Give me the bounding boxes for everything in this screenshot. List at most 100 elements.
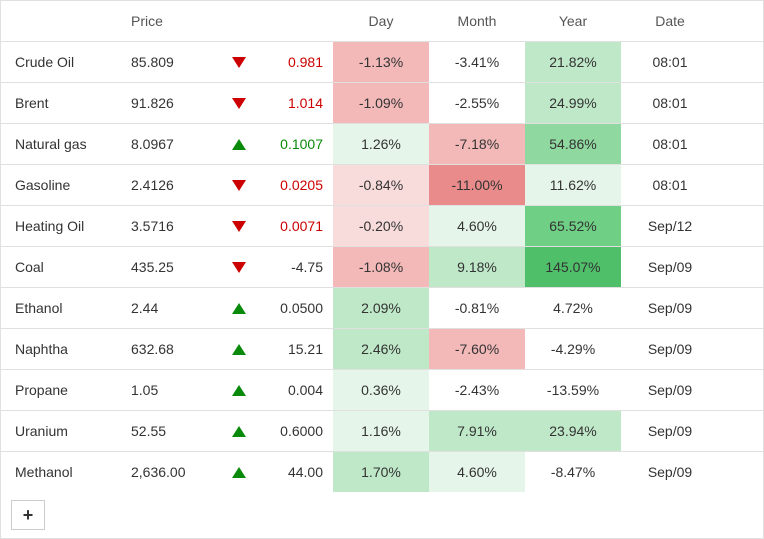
- table-row: Naphtha632.6815.212.46%-7.60%-4.29%Sep/0…: [1, 329, 763, 370]
- year-pct: -8.47%: [525, 452, 621, 492]
- change-value: 44.00: [261, 452, 333, 492]
- price-value: 3.5716: [123, 206, 217, 246]
- table-row: Uranium52.550.60001.16%7.91%23.94%Sep/09: [1, 411, 763, 452]
- date-value: Sep/09: [621, 411, 719, 451]
- table-row: Brent91.8261.014-1.09%-2.55%24.99%08:01: [1, 83, 763, 124]
- month-pct: -2.43%: [429, 370, 525, 410]
- commodity-name[interactable]: Ethanol: [1, 288, 123, 328]
- date-value: 08:01: [621, 42, 719, 82]
- change-value: 1.014: [261, 83, 333, 123]
- change-value: 15.21: [261, 329, 333, 369]
- year-pct: 4.72%: [525, 288, 621, 328]
- triangle-up-icon: [232, 385, 246, 396]
- month-pct: -7.60%: [429, 329, 525, 369]
- table-row: Coal435.25 -4.75-1.08%9.18%145.07%Sep/09: [1, 247, 763, 288]
- change-value: 0.004: [261, 370, 333, 410]
- date-value: 08:01: [621, 124, 719, 164]
- month-pct: -11.00%: [429, 165, 525, 205]
- day-pct: 2.46%: [333, 329, 429, 369]
- header-price[interactable]: Price: [123, 1, 217, 41]
- commodity-name[interactable]: Crude Oil: [1, 42, 123, 82]
- month-pct: -2.55%: [429, 83, 525, 123]
- year-pct: -4.29%: [525, 329, 621, 369]
- day-pct: 1.26%: [333, 124, 429, 164]
- month-pct: 4.60%: [429, 452, 525, 492]
- header-year[interactable]: Year: [525, 1, 621, 41]
- commodity-name[interactable]: Propane: [1, 370, 123, 410]
- add-button[interactable]: +: [11, 500, 45, 530]
- triangle-up-icon: [232, 426, 246, 437]
- direction-cell: [217, 411, 261, 451]
- commodity-name[interactable]: Methanol: [1, 452, 123, 492]
- commodity-name[interactable]: Gasoline: [1, 165, 123, 205]
- table-header-row: Price Day Month Year Date: [1, 1, 763, 42]
- commodity-name[interactable]: Coal: [1, 247, 123, 287]
- add-row: +: [1, 492, 763, 538]
- commodity-name[interactable]: Natural gas: [1, 124, 123, 164]
- price-value: 85.809: [123, 42, 217, 82]
- header-change: [261, 1, 333, 41]
- change-value: -4.75: [261, 247, 333, 287]
- date-value: 08:01: [621, 165, 719, 205]
- price-value: 2.44: [123, 288, 217, 328]
- direction-cell: [217, 247, 261, 287]
- date-value: Sep/09: [621, 370, 719, 410]
- price-value: 2,636.00: [123, 452, 217, 492]
- price-value: 8.0967: [123, 124, 217, 164]
- price-value: 632.68: [123, 329, 217, 369]
- price-value: 52.55: [123, 411, 217, 451]
- triangle-down-icon: [232, 221, 246, 232]
- direction-cell: [217, 288, 261, 328]
- direction-cell: [217, 124, 261, 164]
- year-pct: 24.99%: [525, 83, 621, 123]
- day-pct: 2.09%: [333, 288, 429, 328]
- triangle-down-icon: [232, 57, 246, 68]
- triangle-up-icon: [232, 139, 246, 150]
- direction-cell: [217, 42, 261, 82]
- price-value: 435.25: [123, 247, 217, 287]
- month-pct: -0.81%: [429, 288, 525, 328]
- change-value: 0.0071: [261, 206, 333, 246]
- year-pct: -13.59%: [525, 370, 621, 410]
- table-row: Gasoline2.41260.0205-0.84%-11.00%11.62%0…: [1, 165, 763, 206]
- day-pct: -0.20%: [333, 206, 429, 246]
- triangle-up-icon: [232, 467, 246, 478]
- year-pct: 54.86%: [525, 124, 621, 164]
- triangle-down-icon: [232, 262, 246, 273]
- triangle-up-icon: [232, 303, 246, 314]
- header-month[interactable]: Month: [429, 1, 525, 41]
- year-pct: 23.94%: [525, 411, 621, 451]
- month-pct: -3.41%: [429, 42, 525, 82]
- header-name: [1, 1, 123, 41]
- commodity-name[interactable]: Brent: [1, 83, 123, 123]
- commodity-name[interactable]: Naphtha: [1, 329, 123, 369]
- commodity-name[interactable]: Heating Oil: [1, 206, 123, 246]
- commodity-name[interactable]: Uranium: [1, 411, 123, 451]
- year-pct: 65.52%: [525, 206, 621, 246]
- header-direction: [217, 1, 261, 41]
- triangle-up-icon: [232, 344, 246, 355]
- date-value: Sep/09: [621, 247, 719, 287]
- date-value: Sep/09: [621, 452, 719, 492]
- month-pct: 9.18%: [429, 247, 525, 287]
- table-row: Natural gas8.09670.10071.26%-7.18%54.86%…: [1, 124, 763, 165]
- change-value: 0.981: [261, 42, 333, 82]
- day-pct: 0.36%: [333, 370, 429, 410]
- change-value: 0.0205: [261, 165, 333, 205]
- price-value: 91.826: [123, 83, 217, 123]
- date-value: Sep/12: [621, 206, 719, 246]
- direction-cell: [217, 452, 261, 492]
- header-date[interactable]: Date: [621, 1, 719, 41]
- year-pct: 145.07%: [525, 247, 621, 287]
- change-value: 0.6000: [261, 411, 333, 451]
- table-row: Heating Oil3.57160.0071-0.20%4.60%65.52%…: [1, 206, 763, 247]
- day-pct: -0.84%: [333, 165, 429, 205]
- commodities-table: Price Day Month Year Date Crude Oil85.80…: [0, 0, 764, 539]
- table-row: Crude Oil85.809 0.981-1.13%-3.41%21.82%08…: [1, 42, 763, 83]
- year-pct: 21.82%: [525, 42, 621, 82]
- change-value: 0.1007: [261, 124, 333, 164]
- day-pct: -1.08%: [333, 247, 429, 287]
- header-day[interactable]: Day: [333, 1, 429, 41]
- day-pct: -1.13%: [333, 42, 429, 82]
- table-row: Methanol2,636.0044.001.70%4.60%-8.47%Sep…: [1, 452, 763, 492]
